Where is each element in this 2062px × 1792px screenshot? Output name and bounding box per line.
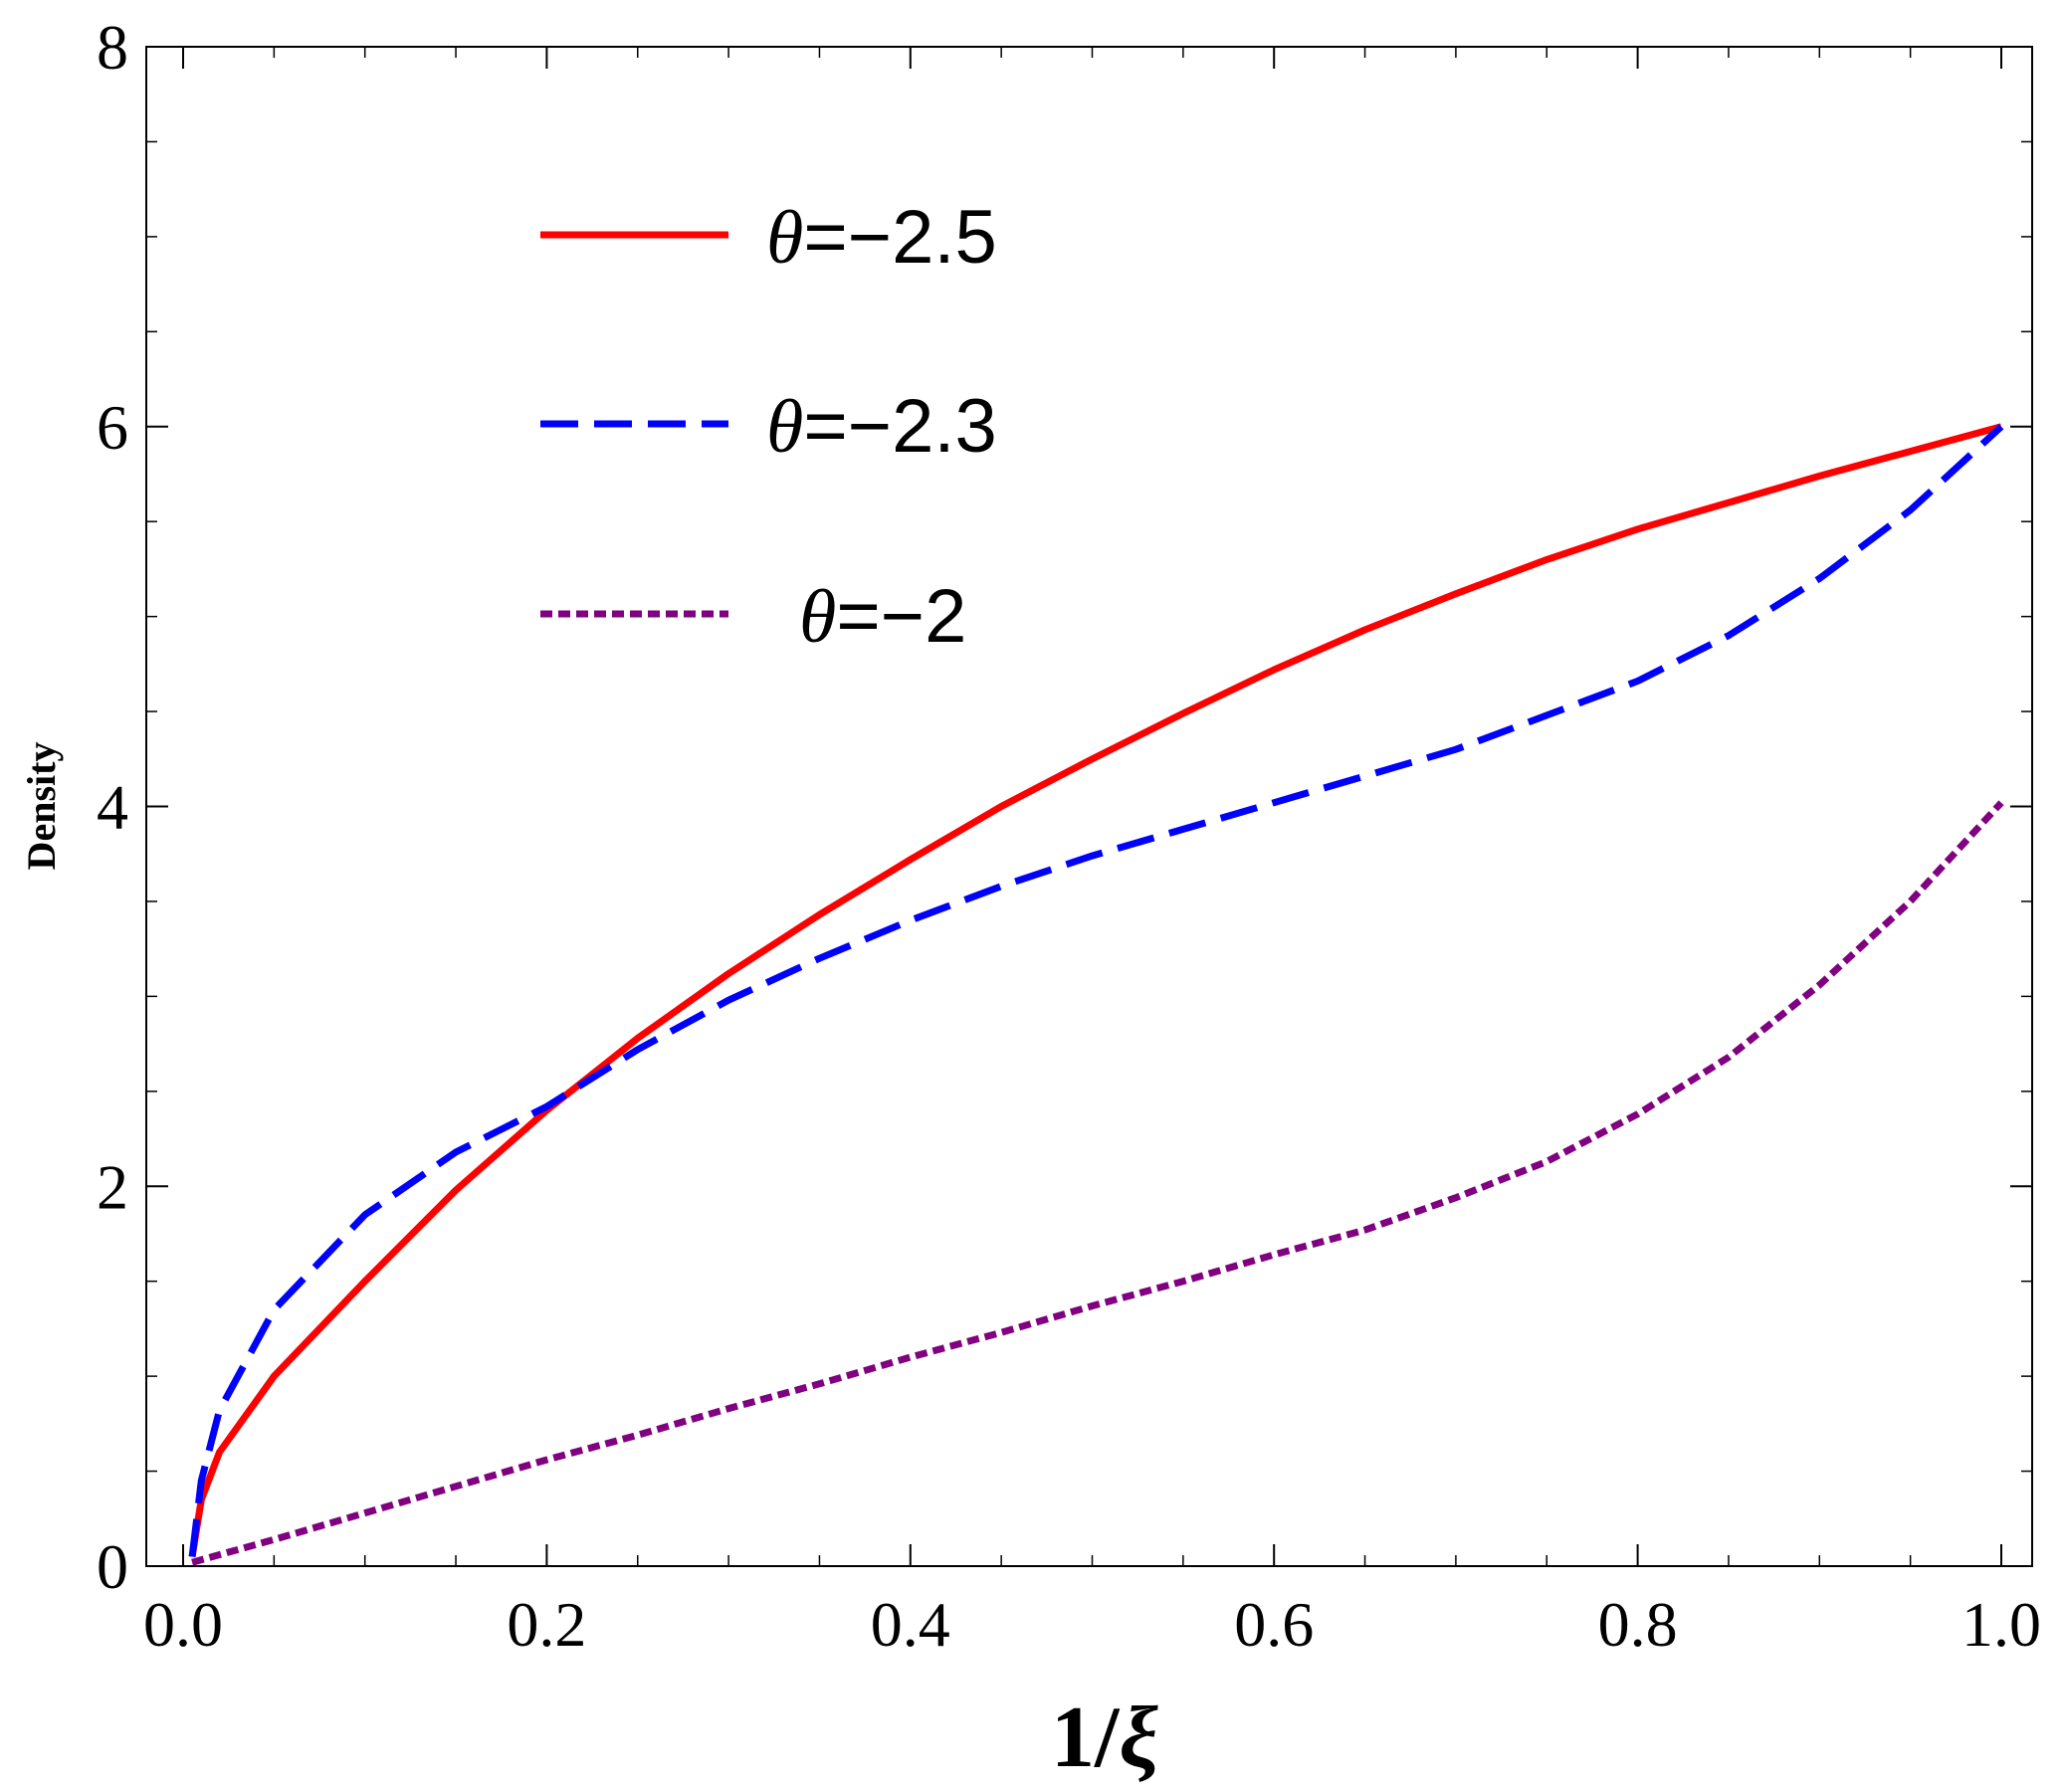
- series-layer: [188, 423, 2004, 1566]
- x-tick-label: 0.4: [871, 1589, 950, 1660]
- y-tick-label: 4: [97, 772, 128, 843]
- legend: θ=−2.5 θ=−2.3 θ=−2: [540, 195, 997, 659]
- y-tick-label: 8: [97, 12, 128, 83]
- x-tick-label: 0.2: [507, 1589, 586, 1660]
- series-line-2: [188, 424, 2004, 1557]
- series-line-1: [188, 423, 2002, 1558]
- plot-frame: [145, 46, 2033, 1567]
- legend-label-1: θ=−2.5: [766, 195, 997, 280]
- axis-ticks: 0.0 0.2 0.4 0.6 0.8 1.0 0 2 4 6 8: [97, 12, 2041, 1660]
- y-tick-label: 6: [97, 392, 128, 463]
- series-line-3: [191, 800, 2004, 1566]
- y-tick-label: 0: [97, 1531, 128, 1602]
- x-tick-label: 0.0: [143, 1589, 223, 1660]
- legend-label-2: θ=−2.3: [766, 384, 997, 469]
- legend-label-3: θ=−2: [799, 574, 966, 659]
- x-tick-label: 0.6: [1234, 1589, 1314, 1660]
- x-tick-label: 1.0: [1961, 1589, 2041, 1660]
- y-axis-title: Density: [19, 742, 64, 871]
- x-axis-title: 1/ξ: [1051, 1690, 1158, 1786]
- y-tick-label: 2: [97, 1151, 128, 1222]
- x-tick-label: 0.8: [1598, 1589, 1678, 1660]
